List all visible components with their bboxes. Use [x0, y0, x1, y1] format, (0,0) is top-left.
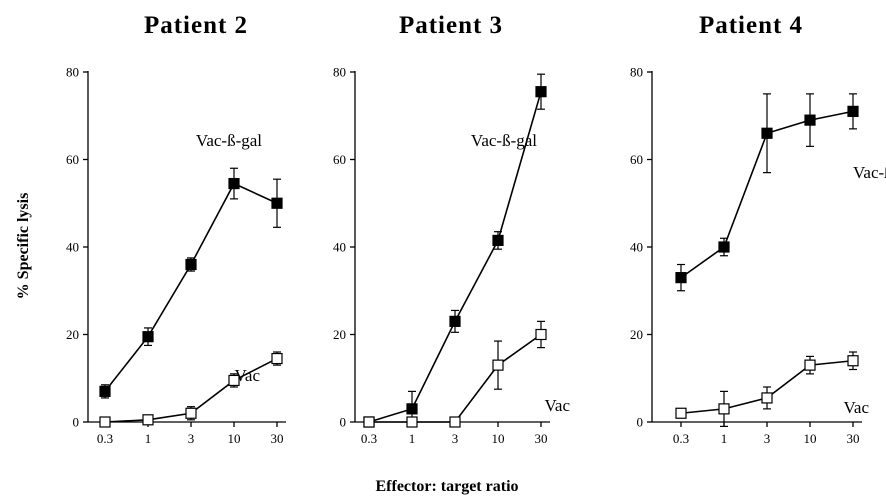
y-tick-label: 40: [66, 240, 79, 255]
y-tick-label: 80: [630, 65, 643, 80]
data-point-vac: [99, 416, 111, 428]
data-point-vac-b-gal: [449, 315, 461, 327]
data-point-vac-b-gal: [406, 403, 418, 415]
series-label-vac: Vac: [844, 398, 870, 417]
x-tick-label: 30: [535, 431, 548, 446]
x-tick-label: 1: [145, 431, 152, 446]
data-point-vac: [804, 359, 816, 371]
series-line-vac: [369, 333, 542, 423]
panel-title: Patient 4: [699, 12, 803, 39]
data-point-vac: [185, 407, 197, 419]
data-point-vac: [718, 403, 730, 415]
y-tick-label: 60: [66, 152, 79, 167]
data-point-vac: [761, 392, 773, 404]
series-label-vac-b-gal: Vac-ß-gal: [196, 131, 262, 150]
data-point-vac-b-gal: [675, 272, 687, 284]
data-point-vac-b-gal: [99, 385, 111, 397]
x-tick-label: 0.3: [97, 431, 113, 446]
y-tick-label: 0: [73, 415, 80, 430]
data-point-vac: [142, 414, 154, 426]
data-point-vac-b-gal: [142, 331, 154, 343]
x-tick-label: 3: [188, 431, 195, 446]
data-point-vac-b-gal: [185, 258, 197, 271]
y-tick-label: 0: [637, 415, 644, 430]
x-tick-label: 1: [409, 431, 416, 446]
data-point-vac-b-gal: [718, 241, 730, 253]
y-tick-label: 40: [333, 240, 346, 255]
panel-1: Patient 2 0 20 40 60 80 0.3 1 3 10 30 Vac-ß-gal Vac: [66, 12, 286, 446]
y-tick-label: 80: [66, 65, 79, 80]
data-point-vac: [406, 416, 418, 428]
y-tick-label: 40: [630, 240, 643, 255]
data-point-vac-b-gal: [761, 127, 773, 139]
data-point-vac: [449, 416, 461, 428]
panel-2: Patient 3 0 20 40 60 80 0.3 1 3 10 30 Vac-ß-gal Vac: [333, 12, 570, 446]
data-point-vac-b-gal: [492, 234, 504, 247]
series-label-vac-b-gal: Vac-ß-gal: [471, 131, 537, 150]
x-tick-label: 0.3: [673, 431, 689, 446]
y-axis-title: % Specific lysis: [15, 193, 32, 300]
series-label-vac: Vac: [235, 366, 261, 385]
x-tick-label: 30: [847, 431, 860, 446]
panel-title: Patient 2: [144, 12, 248, 39]
x-tick-label: 10: [492, 431, 505, 446]
x-tick-label: 30: [271, 431, 284, 446]
data-point-vac-b-gal: [804, 114, 816, 126]
x-tick-label: 3: [764, 431, 771, 446]
series-label-vac: Vac: [545, 396, 571, 415]
data-point-vac: [271, 352, 283, 365]
data-point-vac: [675, 407, 687, 419]
data-point-vac: [535, 328, 547, 341]
panel-title: Patient 3: [399, 12, 503, 39]
data-point-vac: [492, 359, 504, 371]
y-tick-label: 60: [630, 152, 643, 167]
y-tick-label: 0: [340, 415, 347, 430]
data-point-vac: [847, 355, 859, 367]
data-point-vac-b-gal: [271, 197, 283, 209]
data-point-vac: [363, 416, 375, 428]
y-tick-label: 20: [333, 327, 346, 342]
data-point-vac-b-gal: [535, 86, 547, 98]
y-tick-label: 20: [630, 327, 643, 342]
x-axis-title: Effector: target ratio: [375, 478, 518, 495]
y-tick-label: 20: [66, 327, 79, 342]
data-point-vac-b-gal: [847, 105, 859, 117]
x-tick-label: 3: [452, 431, 459, 446]
y-tick-label: 60: [333, 152, 346, 167]
x-tick-label: 10: [228, 431, 241, 446]
x-tick-label: 1: [721, 431, 728, 446]
data-point-vac: [228, 374, 240, 387]
data-point-vac-b-gal: [228, 177, 240, 190]
y-tick-label: 80: [333, 65, 346, 80]
x-tick-label: 10: [804, 431, 817, 446]
panel-3: Patient 4 0 20 40 60 80 0.3 1 3 10 30 Vac-ß-gal Vac: [630, 12, 886, 446]
series-line-vac-b-gal: [104, 182, 278, 392]
x-tick-label: 0.3: [361, 431, 377, 446]
series-label-vac-b-gal: Vac-ß-gal: [853, 163, 886, 182]
